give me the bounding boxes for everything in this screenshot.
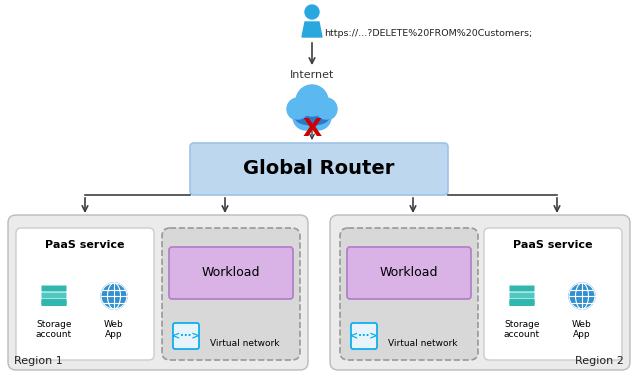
Circle shape bbox=[305, 104, 331, 130]
FancyBboxPatch shape bbox=[510, 299, 535, 306]
Text: PaaS service: PaaS service bbox=[45, 240, 125, 250]
Text: <···>: <···> bbox=[350, 331, 378, 341]
Circle shape bbox=[315, 98, 337, 120]
FancyBboxPatch shape bbox=[16, 228, 154, 360]
Text: Storage
account: Storage account bbox=[36, 320, 72, 339]
FancyBboxPatch shape bbox=[41, 299, 66, 306]
Text: https://...?DELETE%20FROM%20Customers;: https://...?DELETE%20FROM%20Customers; bbox=[324, 28, 532, 38]
Text: Virtual network: Virtual network bbox=[210, 339, 279, 348]
FancyBboxPatch shape bbox=[41, 299, 66, 306]
Text: Workload: Workload bbox=[202, 266, 260, 280]
Text: Region 1: Region 1 bbox=[14, 356, 63, 366]
Text: X: X bbox=[302, 117, 322, 141]
Circle shape bbox=[293, 104, 319, 130]
Text: Web
App: Web App bbox=[572, 320, 592, 339]
FancyBboxPatch shape bbox=[510, 299, 535, 306]
FancyBboxPatch shape bbox=[190, 143, 448, 195]
Polygon shape bbox=[302, 22, 322, 37]
Circle shape bbox=[305, 5, 319, 19]
Text: Web
App: Web App bbox=[104, 320, 124, 339]
FancyBboxPatch shape bbox=[340, 228, 478, 360]
Ellipse shape bbox=[295, 109, 329, 125]
Circle shape bbox=[297, 86, 327, 116]
Circle shape bbox=[296, 85, 328, 117]
Text: PaaS service: PaaS service bbox=[513, 240, 593, 250]
FancyBboxPatch shape bbox=[169, 247, 293, 299]
Circle shape bbox=[569, 283, 595, 309]
Text: Global Router: Global Router bbox=[243, 160, 395, 179]
FancyBboxPatch shape bbox=[347, 247, 471, 299]
FancyBboxPatch shape bbox=[510, 293, 535, 299]
FancyBboxPatch shape bbox=[173, 323, 199, 349]
Circle shape bbox=[101, 283, 127, 309]
Text: Internet: Internet bbox=[290, 70, 334, 80]
Text: <···>: <···> bbox=[172, 331, 200, 341]
Circle shape bbox=[288, 99, 308, 119]
FancyBboxPatch shape bbox=[510, 285, 535, 291]
FancyBboxPatch shape bbox=[41, 293, 66, 299]
Circle shape bbox=[287, 98, 309, 120]
FancyBboxPatch shape bbox=[484, 228, 622, 360]
FancyBboxPatch shape bbox=[41, 285, 66, 291]
Text: Storage
account: Storage account bbox=[504, 320, 540, 339]
Text: Workload: Workload bbox=[380, 266, 438, 280]
FancyBboxPatch shape bbox=[330, 215, 630, 370]
Text: Region 2: Region 2 bbox=[575, 356, 624, 366]
FancyBboxPatch shape bbox=[351, 323, 377, 349]
FancyBboxPatch shape bbox=[8, 215, 308, 370]
FancyBboxPatch shape bbox=[162, 228, 300, 360]
Circle shape bbox=[316, 99, 336, 119]
Text: Virtual network: Virtual network bbox=[388, 339, 457, 348]
